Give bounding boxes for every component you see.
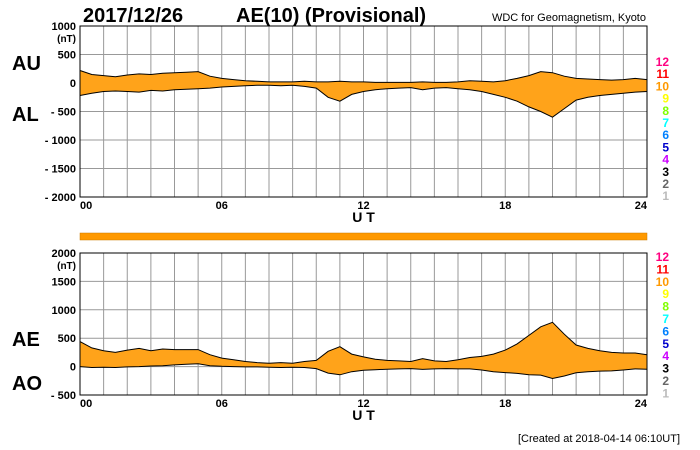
- unit-label: (nT): [57, 34, 76, 45]
- station-count-label: 10: [656, 79, 670, 93]
- y-tick-label: - 1000: [45, 135, 76, 147]
- station-count-label: 4: [662, 349, 669, 363]
- series-line-ae: [79, 321, 648, 364]
- x-tick-label: 12: [357, 398, 369, 410]
- y-tick-label: - 500: [51, 390, 76, 402]
- station-count-label: 12: [656, 55, 670, 69]
- station-count-label: 8: [662, 104, 669, 118]
- x-tick-label: 00: [80, 200, 92, 212]
- station-count-label: 6: [662, 128, 669, 142]
- source-label: WDC for Geomagnetism, Kyoto: [492, 12, 646, 24]
- station-count-label: 5: [662, 337, 669, 351]
- series-line-au: [79, 70, 648, 83]
- station-count-label: 11: [656, 262, 669, 276]
- station-count-label: 12: [656, 250, 670, 264]
- series-line-ao: [79, 363, 648, 380]
- panel-label-ae: AE: [12, 329, 40, 351]
- x-tick-label: 00: [80, 398, 92, 410]
- station-count-label: 7: [662, 312, 669, 326]
- x-tick-label: 12: [357, 200, 369, 212]
- station-count-label: 9: [662, 287, 669, 301]
- chart-date: 2017/12/26: [83, 5, 183, 27]
- station-count-label: 9: [662, 92, 669, 106]
- y-tick-label: 0: [70, 78, 76, 90]
- created-timestamp: [Created at 2018-04-14 06:10UT]: [518, 433, 680, 445]
- y-tick-label: 2000: [52, 248, 76, 260]
- panel-label-ao: AO: [12, 373, 42, 395]
- plot-frame: [79, 252, 648, 396]
- x-tick-label: 06: [216, 200, 228, 212]
- y-tick-label: 500: [58, 333, 76, 345]
- station-count-label: 2: [662, 374, 669, 388]
- y-tick-label: 1000: [52, 21, 76, 33]
- station-count-label: 4: [662, 153, 669, 167]
- station-count-label: 1: [662, 189, 669, 203]
- range-fill-area: [80, 322, 647, 379]
- station-count-label: 7: [662, 116, 669, 130]
- x-tick-label: 06: [216, 398, 228, 410]
- range-fill-area: [80, 70, 647, 118]
- x-tick-label: 24: [635, 200, 648, 212]
- station-coverage-bar: [79, 232, 648, 241]
- coverage-bar: [79, 232, 648, 241]
- y-tick-label: 500: [58, 50, 76, 62]
- station-count-label: 10: [656, 275, 670, 289]
- x-tick-label: 18: [499, 398, 511, 410]
- panel-label-al: AL: [12, 104, 39, 126]
- station-count-label: 2: [662, 177, 669, 191]
- plot-frame: [79, 25, 648, 198]
- station-count-label: 5: [662, 140, 669, 154]
- y-tick-label: - 1500: [45, 164, 76, 176]
- au-al-panel: 1000 500 0 - 500 - 1000 - 1500 - 2000 (nT) 00 06 1…: [12, 21, 669, 225]
- unit-label: (nT): [57, 261, 76, 272]
- station-count-label: 8: [662, 300, 669, 314]
- x-axis-label: U T: [352, 407, 375, 423]
- station-count-label: 1: [662, 386, 669, 400]
- x-tick-label: 18: [499, 200, 511, 212]
- x-tick-label: 24: [635, 398, 648, 410]
- station-count-label: 3: [662, 165, 669, 179]
- chart-title: AE(10) (Provisional): [236, 5, 426, 27]
- y-tick-label: - 500: [51, 107, 76, 119]
- series-line-al: [79, 84, 648, 118]
- station-count-label: 3: [662, 362, 669, 376]
- y-tick-label: 1000: [52, 305, 76, 317]
- station-count-label: 11: [656, 67, 669, 81]
- station-count-label: 6: [662, 324, 669, 338]
- y-tick-label: - 2000: [45, 192, 76, 204]
- y-tick-label: 1500: [52, 276, 76, 288]
- panel-label-au: AU: [12, 53, 41, 75]
- x-axis-label: U T: [352, 209, 375, 225]
- y-tick-label: 0: [70, 362, 76, 374]
